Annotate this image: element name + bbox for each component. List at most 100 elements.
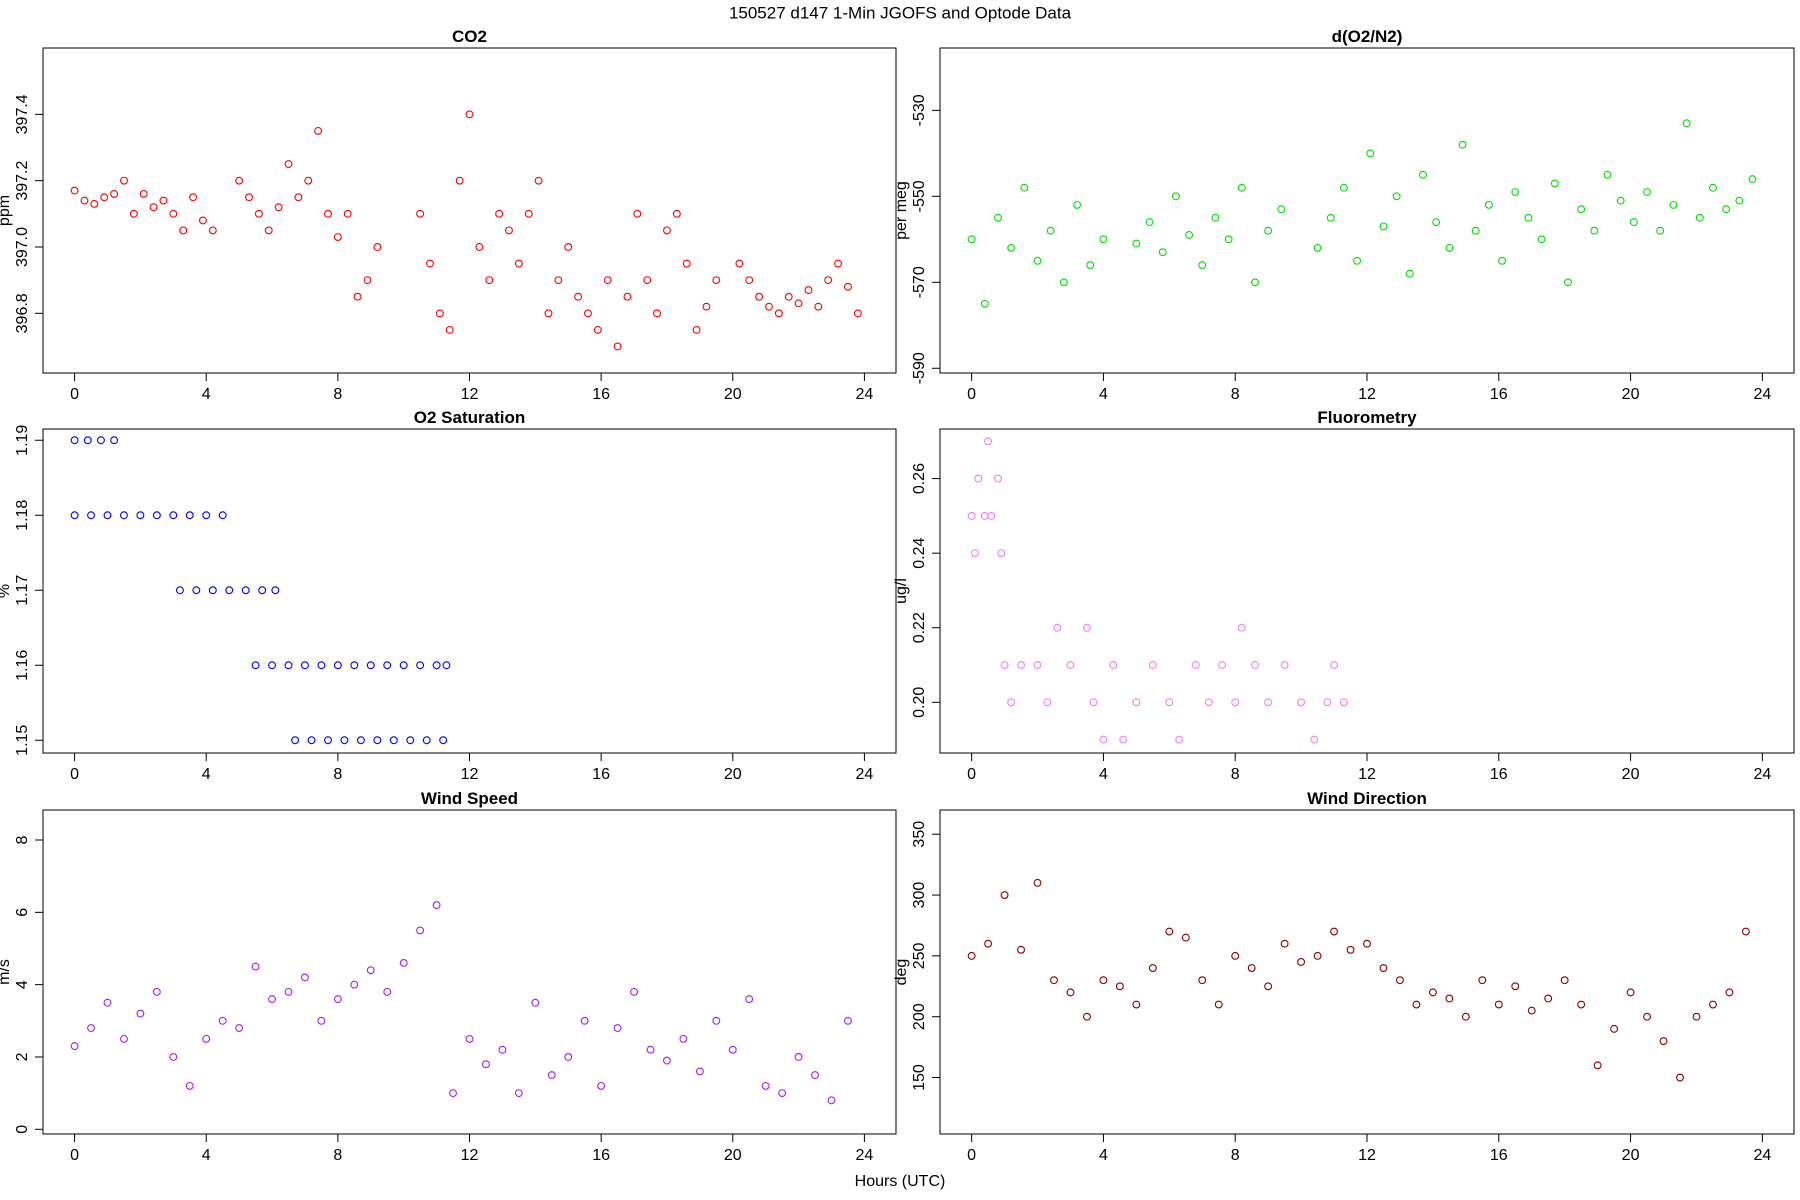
point xyxy=(1405,269,1414,278)
point xyxy=(1379,964,1388,972)
y-tick-label: -550 xyxy=(911,180,928,212)
point xyxy=(1066,661,1075,669)
point xyxy=(254,209,263,218)
point xyxy=(755,292,764,301)
point xyxy=(136,511,145,520)
point xyxy=(1379,222,1388,231)
y-axis-label: % xyxy=(0,584,13,598)
x-tick-label: 0 xyxy=(70,386,79,403)
y-axis-label: per meg xyxy=(893,181,910,240)
point xyxy=(218,1016,227,1025)
point xyxy=(383,987,392,996)
panel-title: d(O2/N2) xyxy=(1332,27,1403,46)
y-tick-label: 1.18 xyxy=(14,500,31,531)
point xyxy=(745,995,754,1004)
point xyxy=(103,511,112,520)
point xyxy=(1428,988,1437,997)
point xyxy=(663,226,671,235)
point xyxy=(1419,170,1427,179)
x-tick-label: 20 xyxy=(724,766,742,783)
point xyxy=(1432,218,1441,227)
panel: CO2 ppm 0 4 8 12 16 20 24 396.8 397.0 397.2 397.4 xyxy=(0,27,897,403)
panel-title: O2 Saturation xyxy=(414,408,525,427)
point xyxy=(356,736,365,745)
point xyxy=(1577,205,1586,214)
point xyxy=(284,661,293,670)
point xyxy=(70,511,79,520)
point xyxy=(185,1081,194,1090)
point xyxy=(235,176,244,185)
point xyxy=(291,736,300,745)
point xyxy=(1099,976,1108,985)
point xyxy=(1735,196,1744,205)
y-tick-label: 1.19 xyxy=(14,425,31,456)
x-tick-label: 0 xyxy=(70,1147,79,1164)
point xyxy=(399,959,408,967)
point xyxy=(366,661,375,670)
point xyxy=(1099,735,1108,744)
panel-title: Fluorometry xyxy=(1317,408,1417,427)
point xyxy=(416,209,425,218)
point xyxy=(1643,1012,1652,1021)
point xyxy=(317,661,326,670)
point xyxy=(442,661,451,670)
x-tick-label: 16 xyxy=(1490,386,1508,403)
point xyxy=(1626,988,1635,997)
point xyxy=(432,901,441,910)
point xyxy=(366,966,375,975)
point xyxy=(1020,183,1029,192)
x-tick-label: 12 xyxy=(1358,766,1376,783)
point xyxy=(1247,964,1256,972)
point xyxy=(343,209,352,218)
point xyxy=(139,189,148,198)
point xyxy=(475,243,484,251)
panel: d(O2/N2) per meg 0 4 8 12 16 20 24 -590 -570 -550 -5… xyxy=(893,27,1795,403)
point xyxy=(1537,235,1546,244)
point xyxy=(1017,661,1026,669)
point xyxy=(350,980,359,989)
point xyxy=(1175,735,1184,744)
y-axis-label: ppm xyxy=(0,195,13,226)
point xyxy=(1708,183,1717,192)
x-tick-label: 20 xyxy=(1622,766,1640,783)
point xyxy=(1353,256,1362,265)
point xyxy=(1185,231,1194,239)
panel-title: CO2 xyxy=(452,27,487,46)
point xyxy=(844,1016,852,1025)
point xyxy=(1066,988,1075,997)
point xyxy=(120,511,128,520)
plot-frame xyxy=(939,428,1795,754)
point xyxy=(271,586,280,595)
point xyxy=(728,1045,737,1054)
point xyxy=(159,196,168,205)
point xyxy=(1086,261,1095,270)
point xyxy=(1082,623,1091,632)
point xyxy=(1366,149,1375,158)
point xyxy=(1264,698,1273,707)
point xyxy=(1326,213,1335,222)
point xyxy=(1198,976,1207,985)
point xyxy=(1593,1061,1602,1070)
plot-frame xyxy=(939,809,1795,1135)
point xyxy=(1277,205,1286,214)
point xyxy=(1297,958,1306,966)
point xyxy=(1412,1000,1421,1009)
point xyxy=(1211,213,1220,222)
point xyxy=(1725,988,1734,997)
point xyxy=(1089,698,1098,707)
point xyxy=(284,160,293,169)
plot-frame xyxy=(939,47,1795,374)
point xyxy=(745,276,754,285)
point xyxy=(695,1067,704,1076)
x-tick-label: 0 xyxy=(967,386,976,403)
point xyxy=(1224,235,1233,244)
y-tick-label: 0.22 xyxy=(911,612,928,643)
point xyxy=(218,511,227,520)
point xyxy=(333,661,342,670)
x-tick-label: 8 xyxy=(1231,386,1240,403)
point xyxy=(1132,1000,1141,1009)
point xyxy=(1218,661,1226,669)
plot-frame xyxy=(42,428,897,754)
x-tick-label: 16 xyxy=(592,1147,610,1164)
